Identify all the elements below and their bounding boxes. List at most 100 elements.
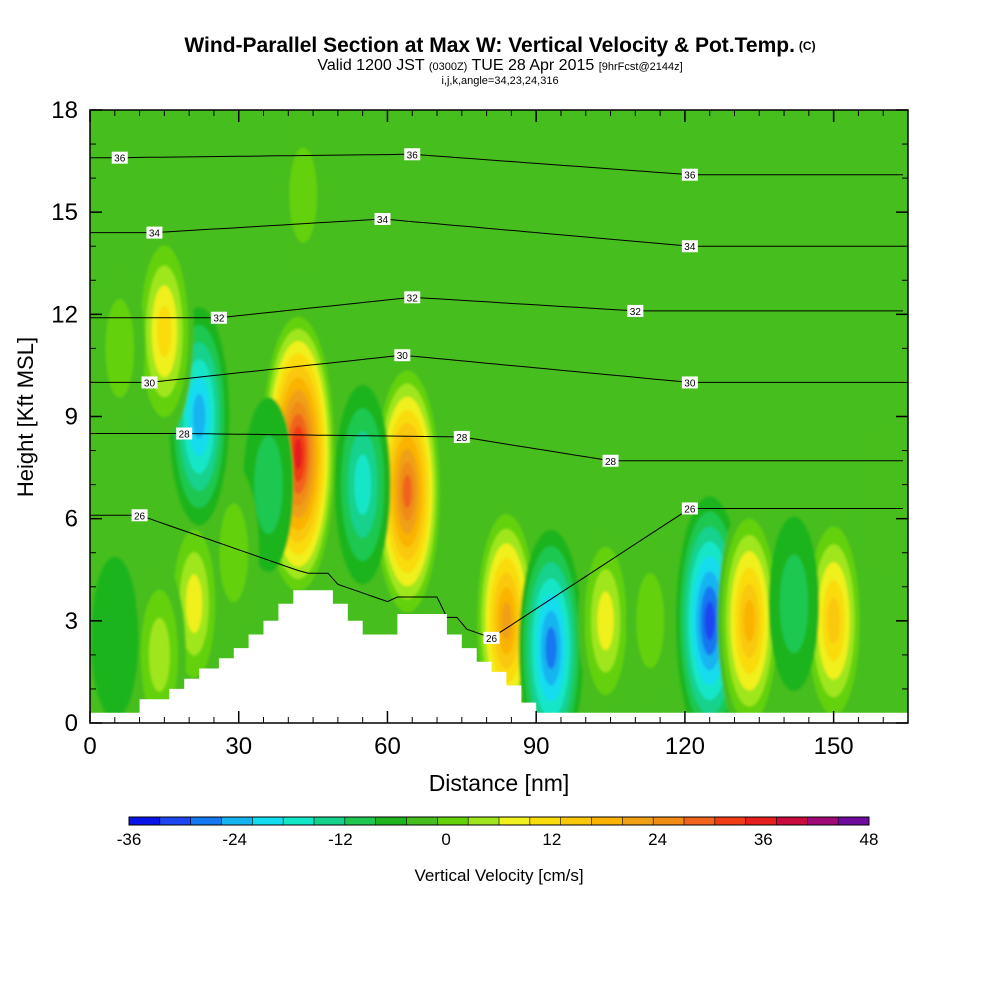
chart-subtitle: Valid 1200 JST (0300Z) TUE 28 Apr 2015 [… [0,58,1000,75]
theta-contour-labels: 26 26 26 28 28 28 30 30 30 32 32 32 34 34 34 36 36 36 [111,148,698,645]
colorbar-swatch [653,817,685,825]
chart-title: Wind-Parallel Section at Max W: Vertical… [0,34,1000,58]
theta-label: 32 [627,304,644,318]
valid-time: Valid 1200 JST [317,57,425,74]
colorbar-swatch [714,817,746,825]
theta-label: 30 [394,349,411,362]
theta-contour-line [90,433,903,462]
theta-label: 30 [681,376,698,389]
theta-label: 28 [453,430,470,444]
theta-label-bg [602,454,619,467]
colorbar: -36 -24 -12 0 12 24 36 48 [117,816,878,849]
colorbar-swatch [406,817,438,825]
colorbar-tick-label: 24 [648,830,667,849]
forecast-info: [9hrFcst@2144z] [598,61,683,73]
theta-label: 34 [374,212,391,226]
theta-label-bg [176,427,193,440]
theta-label-bg [141,376,158,389]
colorbar-swatch [129,817,161,825]
theta-label: 28 [176,427,193,441]
theta-label: 34 [681,240,698,253]
terrain-mask [90,590,908,723]
colorbar-swatch [283,817,315,825]
theta-label: 26 [681,502,698,515]
colorbar-tick-label: -24 [222,830,247,849]
colorbar-swatch [776,817,808,825]
velocity-cell-band [545,627,557,670]
theta-label-text: 26 [134,511,146,522]
colorbar-swatch [560,817,592,825]
theta-label-text: 28 [179,430,191,441]
velocity-cell-band [859,420,907,583]
velocity-cell-band [636,573,665,669]
colorbar-tick-label: -12 [328,830,353,849]
theta-label-bg [681,502,698,515]
colorbar-swatch [807,817,839,825]
velocity-cell-band [402,474,412,509]
colorbar-swatch [499,817,531,825]
theta-label-text: 26 [486,634,498,645]
theta-label-bg [681,240,698,253]
theta-label: 32 [210,311,227,325]
theta-label-bg [483,631,500,644]
velocity-cell-band [157,305,172,358]
theta-label-text: 36 [407,150,419,161]
theta-label-text: 32 [213,314,225,325]
colorbar-tick-label: 0 [441,830,450,849]
y-tick-label: 0 [65,710,78,737]
colorbar-label: Vertical Velocity [cm/s] [414,866,583,885]
velocity-cells [91,110,907,723]
theta-label: 34 [146,226,163,240]
theta-label-text: 34 [377,215,389,226]
velocity-cell-band [827,597,840,644]
theta-label-text: 34 [149,229,161,240]
theta-label-text: 34 [684,242,696,253]
theta-label-text: 32 [630,307,642,318]
velocity-cell-band [105,299,134,398]
colorbar-swatch [344,817,376,825]
theta-label: 36 [111,151,128,165]
theta-label-bg [453,430,470,443]
velocity-cell-band [704,601,715,641]
y-tick-label: 15 [51,199,78,226]
velocity-cell-band [148,618,170,692]
theta-label: 26 [131,509,148,522]
title-block: Wind-Parallel Section at Max W: Vertical… [0,34,1000,88]
colorbar-tick-label: 36 [754,830,773,849]
theta-label-text: 36 [114,154,126,165]
colorbar-swatch [159,817,191,825]
x-tick-label: 90 [523,733,550,760]
colorbar-swatch [622,817,654,825]
colorbar-swatch [252,817,284,825]
velocity-cell-band [219,503,248,603]
colorbar-swatch [468,817,500,825]
theta-contour-line [90,218,903,247]
title-text: Wind-Parallel Section at Max W: Vertical… [184,34,795,57]
colorbar-swatch [745,817,777,825]
colorbar-swatch [591,817,623,825]
colorbar-swatch [190,817,222,825]
x-tick-label: 120 [665,733,705,760]
y-axis-label: Height [Kft MSL] [13,337,38,497]
velocity-cell-band [354,454,372,515]
theta-label: 30 [141,376,158,389]
velocity-cell-band [289,147,317,243]
theta-label: 26 [483,631,500,645]
valid-utc: (0300Z) [428,61,468,73]
colorbar-swatch [684,817,716,825]
colorbar-swatch [375,817,407,825]
x-axis-label: Distance [nm] [429,770,570,796]
velocity-cell-band [597,591,614,651]
velocity-cell-band [779,554,809,654]
theta-label: 36 [404,148,421,161]
y-tick-label: 18 [51,97,78,124]
theta-label-bg [131,509,148,522]
theta-label: 28 [602,454,619,468]
colorbar-swatch [314,817,346,825]
theta-label-text: 36 [684,171,696,182]
y-tick-label: 12 [51,301,78,328]
theta-label-text: 30 [144,378,156,389]
copyright-mark: (C) [798,39,816,53]
